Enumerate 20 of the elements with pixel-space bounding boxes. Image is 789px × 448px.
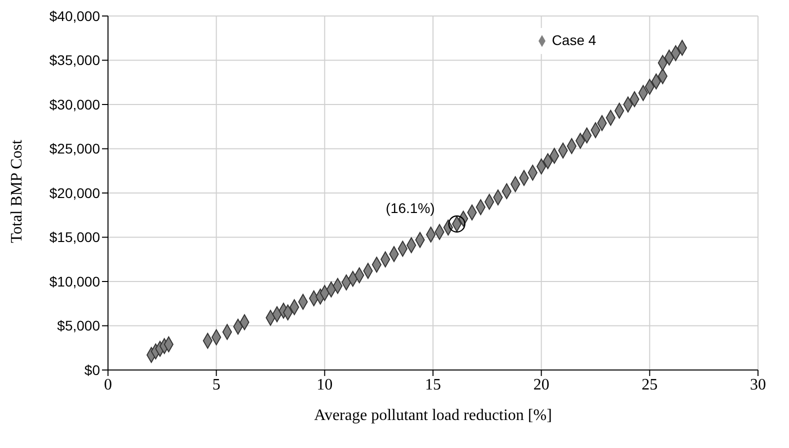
y-tick-label: $35,000 — [49, 52, 100, 68]
x-tick-label: 30 — [750, 376, 766, 394]
annotation: (16.1%) — [386, 200, 435, 216]
y-tick-label: $15,000 — [49, 229, 100, 246]
x-tick-label: 0 — [104, 376, 112, 394]
y-tick-label: $25,000 — [49, 140, 100, 157]
x-tick-label: 20 — [533, 376, 550, 394]
y-tick-label: $30,000 — [49, 96, 100, 112]
y-tick-label: $0 — [84, 362, 100, 378]
y-axis-title: Total BMP Cost — [8, 139, 26, 243]
x-tick-label: 25 — [642, 376, 658, 394]
y-tick-label: $40,000 — [49, 8, 100, 24]
x-tick-label: 10 — [316, 376, 333, 394]
x-axis-title: Average pollutant load reduction [%] — [314, 407, 552, 424]
y-tick-label: $10,000 — [49, 273, 100, 290]
x-tick-label: 15 — [425, 376, 441, 394]
y-tick-label: $5,000 — [57, 318, 100, 334]
y-tick-label: $20,000 — [49, 184, 100, 201]
legend-label: Case 4 — [552, 32, 596, 48]
x-tick-label: 5 — [212, 376, 220, 394]
